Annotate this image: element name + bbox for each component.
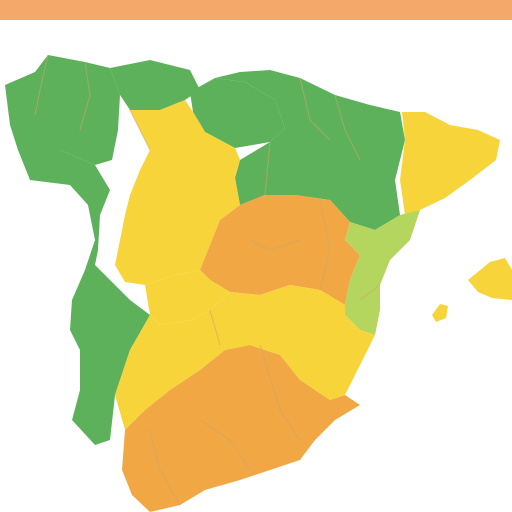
region-cantabria[interactable] [190, 78, 285, 148]
region-catalonia[interactable] [400, 112, 500, 215]
region-asturias[interactable] [110, 60, 200, 110]
region-galicia[interactable] [5, 55, 120, 165]
region-extremadura[interactable] [145, 270, 230, 325]
region-valencia[interactable] [345, 210, 420, 335]
region-castilla-la-mancha[interactable] [200, 195, 360, 305]
region-murcia[interactable] [115, 285, 375, 430]
title-banner [0, 0, 512, 20]
region-castile-leon[interactable] [115, 100, 240, 285]
province-borders [34, 54, 381, 506]
region-balearic-ibiza[interactable] [432, 304, 448, 322]
region-basque-country[interactable] [200, 70, 405, 230]
region-balearic-mallorca[interactable] [468, 258, 512, 300]
region-portugal[interactable] [18, 150, 150, 445]
region-andalusia[interactable] [122, 345, 360, 512]
